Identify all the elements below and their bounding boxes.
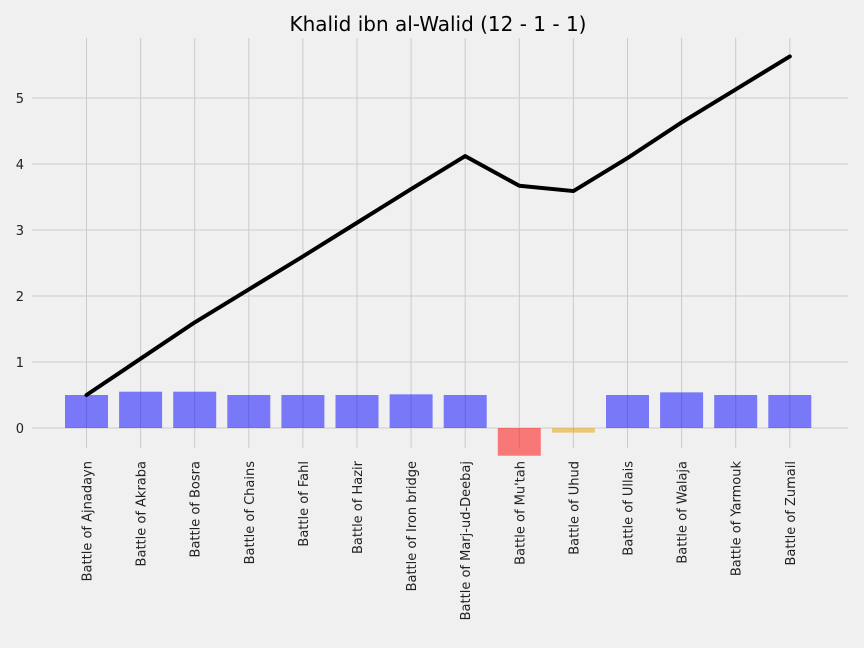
cumulative-line bbox=[84, 54, 792, 397]
y-tick-label: 0 bbox=[16, 422, 24, 437]
bar bbox=[768, 395, 812, 428]
x-tick-label: Battle of Hazir bbox=[351, 460, 366, 554]
x-tick-label: Battle of Mu'tah bbox=[513, 461, 528, 565]
bar bbox=[714, 395, 758, 428]
x-tick-label: Battle of Yarmouk bbox=[730, 461, 745, 577]
x-tick-label: Battle of Bosra bbox=[189, 461, 204, 557]
chart-title: Khalid ibn al-Walid (12 - 1 - 1) bbox=[289, 12, 586, 36]
bar bbox=[606, 395, 649, 428]
y-tick-label: 3 bbox=[16, 224, 24, 239]
bar bbox=[335, 395, 379, 428]
x-tick-label: Battle of Zumail bbox=[784, 461, 799, 565]
bar bbox=[551, 428, 595, 433]
grid bbox=[32, 38, 848, 448]
bar bbox=[227, 395, 271, 428]
bar bbox=[660, 392, 704, 428]
bar bbox=[281, 395, 325, 428]
y-tick-label: 2 bbox=[16, 290, 24, 305]
x-tick-label: Battle of Walaja bbox=[676, 461, 691, 564]
y-axis-ticks: 0 1 2 3 4 5 bbox=[16, 92, 24, 437]
bar bbox=[65, 395, 108, 428]
x-tick-label: Battle of Uhud bbox=[567, 461, 582, 555]
x-tick-label: Battle of Marj-ud-Deebaj bbox=[459, 461, 474, 620]
x-tick-label: Battle of Ullais bbox=[622, 461, 637, 556]
y-tick-label: 5 bbox=[16, 92, 24, 107]
bar bbox=[443, 395, 487, 428]
x-tick-label: Battle of Akraba bbox=[135, 461, 150, 566]
bars bbox=[65, 391, 812, 456]
bar bbox=[497, 428, 541, 456]
y-tick-label: 1 bbox=[16, 356, 24, 371]
x-axis-ticks: Battle of Ajnadayn Battle of Akraba Battle… bbox=[81, 460, 799, 620]
y-tick-label: 4 bbox=[16, 158, 24, 173]
x-tick-label: Battle of Chains bbox=[243, 461, 258, 565]
line-series bbox=[84, 54, 792, 397]
x-tick-label: Battle of Fahl bbox=[297, 461, 312, 547]
bar bbox=[173, 391, 217, 428]
x-tick-label: Battle of Ajnadayn bbox=[81, 461, 96, 581]
x-tick-label: Battle of Iron bridge bbox=[405, 461, 420, 591]
bar bbox=[389, 394, 433, 428]
bar bbox=[119, 391, 163, 428]
